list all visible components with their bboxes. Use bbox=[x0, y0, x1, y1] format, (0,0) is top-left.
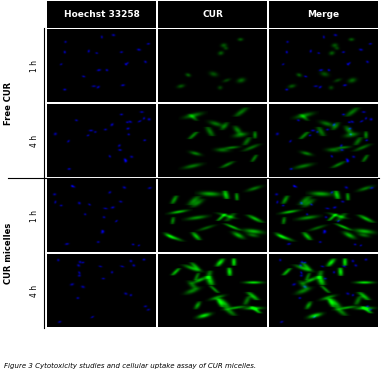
Text: Merge: Merge bbox=[308, 10, 340, 19]
Text: Hoechst 33258: Hoechst 33258 bbox=[64, 10, 139, 19]
Text: Figure 3 Cytotoxicity studies and cellular uptake assay of CUR micelles.: Figure 3 Cytotoxicity studies and cellul… bbox=[4, 363, 256, 369]
Text: CUR: CUR bbox=[202, 10, 223, 19]
Text: CUR micelles: CUR micelles bbox=[4, 222, 13, 284]
Text: 1 h: 1 h bbox=[30, 210, 39, 222]
Text: 1 h: 1 h bbox=[30, 60, 39, 72]
Text: Free CUR: Free CUR bbox=[4, 82, 13, 125]
Text: 4 h: 4 h bbox=[30, 135, 39, 147]
Text: 4 h: 4 h bbox=[30, 285, 39, 297]
